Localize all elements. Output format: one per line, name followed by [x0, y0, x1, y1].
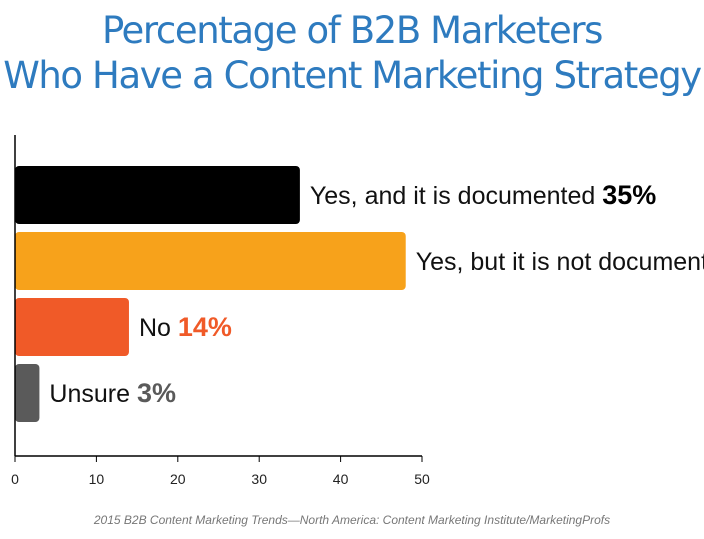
bar-2 — [15, 232, 406, 290]
value-label: 35% — [602, 180, 656, 210]
x-axis: 0 10 20 30 40 50 — [11, 135, 430, 487]
chart-title: Percentage of B2B Marketers Who Have a C… — [0, 8, 704, 98]
chart-title-line-2: Who Have a Content Marketing Strategy — [3, 54, 702, 97]
x-tick-label: 30 — [251, 471, 267, 487]
category-label: Yes, but it is not documented — [416, 248, 704, 276]
x-tick-label: 0 — [11, 471, 19, 487]
bars-layer — [15, 166, 406, 422]
category-label: Yes, and it is documented — [310, 182, 602, 210]
bar-3 — [15, 298, 129, 356]
category-label: Unsure — [49, 380, 137, 408]
bar-label-4: Unsure 3% — [49, 378, 176, 408]
source-citation: 2015 B2B Content Marketing Trends—North … — [93, 513, 611, 527]
x-tick-label: 50 — [414, 471, 430, 487]
bar-1 — [15, 166, 300, 224]
x-tick-label: 20 — [170, 471, 186, 487]
x-tick-label: 40 — [333, 471, 349, 487]
value-label: 3% — [137, 378, 176, 408]
value-label: 14% — [178, 312, 232, 342]
category-label: No — [139, 314, 178, 342]
bar-label-3: No 14% — [139, 312, 232, 342]
bar-label-2: Yes, but it is not documented 48% — [416, 246, 704, 276]
chart-title-line-1: Percentage of B2B Marketers — [101, 9, 603, 52]
bar-label-1: Yes, and it is documented 35% — [310, 180, 656, 210]
labels-layer: Yes, and it is documented 35% Yes, but it… — [49, 180, 704, 408]
bar-4 — [15, 364, 40, 422]
x-tick-label: 10 — [89, 471, 105, 487]
